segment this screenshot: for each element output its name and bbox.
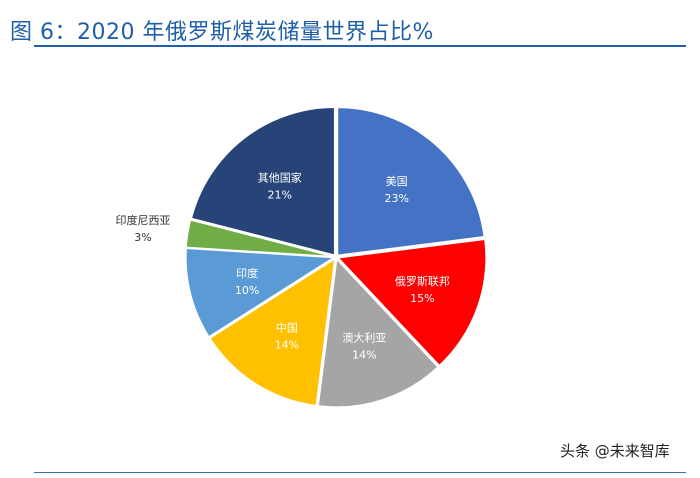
slice-name-label: 印度尼西亚 [116, 213, 171, 227]
slice-value-label: 23% [384, 192, 408, 205]
slice-value-label: 10% [235, 284, 259, 297]
slice-name-label: 美国 [386, 175, 408, 188]
pie-slice [336, 106, 486, 257]
figure-title: 图 6：2020 年俄罗斯煤炭储量世界占比% [10, 20, 434, 45]
slice-name-label: 澳大利亚 [342, 330, 386, 344]
pie-slice [185, 218, 335, 258]
slice-value-label: 3% [134, 231, 151, 244]
pie-slice [317, 257, 440, 408]
pie-slice [190, 106, 336, 257]
pie-slice [336, 238, 487, 367]
slice-value-label: 14% [275, 338, 299, 351]
slice-name-label: 俄罗斯联邦 [395, 275, 450, 288]
slice-value-label: 14% [352, 348, 376, 361]
slice-value-label: 21% [268, 188, 292, 201]
slice-name-label: 中国 [276, 321, 298, 334]
title-divider [34, 45, 686, 47]
slice-name-label: 其他国家 [258, 170, 302, 184]
footer-divider [34, 472, 686, 473]
slice-value-label: 15% [410, 292, 434, 305]
slice-name-label: 印度 [236, 266, 258, 280]
pie-slice [208, 257, 336, 407]
pie-slice [185, 247, 337, 338]
watermark: 头条 @未来智库 [560, 442, 670, 460]
